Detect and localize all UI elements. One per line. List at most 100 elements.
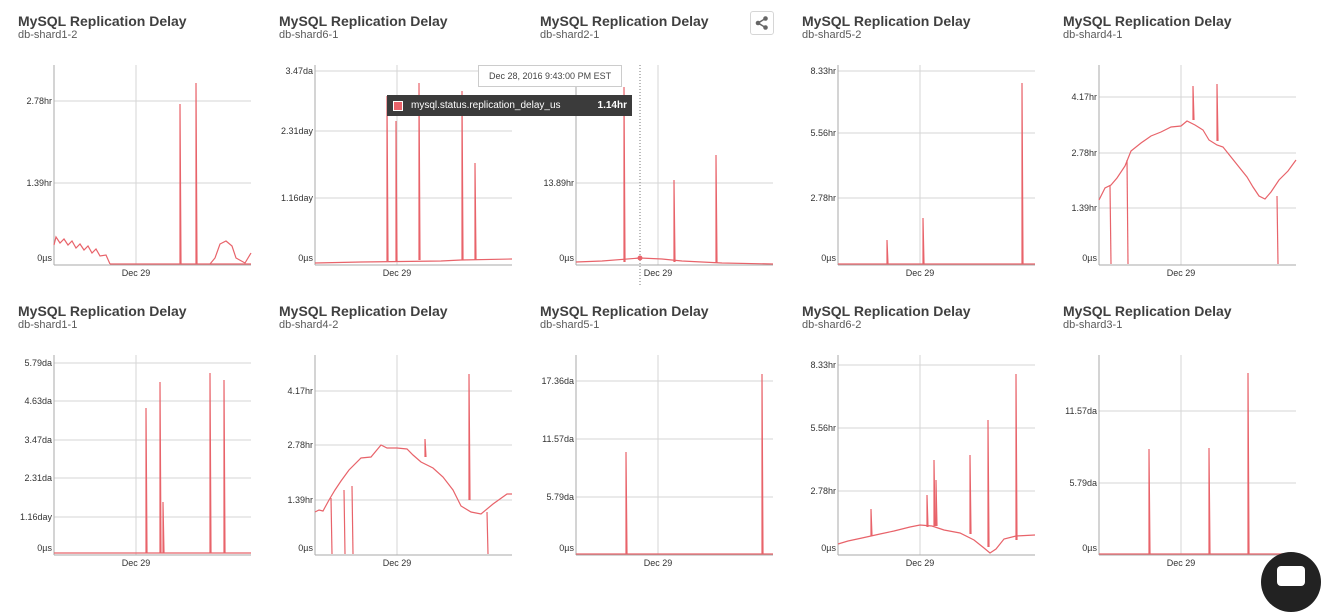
series-swatch [393,101,403,111]
panel-host: db-shard4-1 [1063,29,1123,41]
series-line [969,454,972,535]
panel-title: MySQL Replication Delay [18,303,187,319]
panel-host: db-shard5-1 [540,319,600,331]
series-line [870,508,873,537]
y-tick-label: 2.78hr [26,96,52,106]
chart-plot[interactable]: 8.33hr 5.56hr 2.78hr 0µs Dec 29 [784,0,1045,290]
panel-title: MySQL Replication Delay [279,13,448,29]
panel-title: MySQL Replication Delay [1063,303,1232,319]
chart-panel[interactable]: MySQL Replication Delay db-shard5-1 17.3… [522,290,783,580]
panel-title: MySQL Replication Delay [1063,13,1232,29]
series-line [673,179,676,263]
hover-point [637,255,643,261]
series-line [1126,159,1129,265]
chart-panel[interactable]: MySQL Replication Delay db-shard5-2 8.33… [784,0,1045,290]
series-line [987,419,990,548]
series-line [468,373,471,501]
y-tick-label: 1.39hr [1071,203,1097,213]
series-line [179,103,182,265]
y-tick-label: 5.56hr [810,128,836,138]
series-line [623,86,626,263]
chart-panel[interactable]: MySQL Replication Delay db-shard1-1 5.79… [0,290,261,580]
x-tick-label: Dec 29 [1167,558,1196,568]
series-line [159,381,162,554]
y-tick-label: 1.39hr [26,178,52,188]
panel-host: db-shard3-1 [1063,319,1123,331]
y-tick-label: 0µs [298,543,313,553]
series-line [486,511,489,555]
series-line [351,485,354,555]
x-tick-label: Dec 29 [906,558,935,568]
chart-panel[interactable]: MySQL Replication Delay db-shard6-1 3.47… [261,0,522,290]
chart-plot[interactable]: 3.47da 2.31day 1.16day 0µs Dec 29 [261,0,522,290]
panel-host: db-shard6-1 [279,29,339,41]
x-tick-label: Dec 29 [644,268,673,278]
y-tick-label: 5.56hr [810,423,836,433]
share-button[interactable] [750,11,774,35]
chart-panel[interactable]: MySQL Replication Delay db-shard2-1 13.8… [522,0,783,290]
y-tick-label: 0µs [37,253,52,263]
series-line [330,497,333,555]
y-tick-label: 0µs [559,543,574,553]
chart-panel[interactable]: MySQL Replication Delay db-shard1-2 2.78… [0,0,261,290]
x-tick-label: Dec 29 [122,268,151,278]
y-tick-label: 0µs [559,253,574,263]
panel-title: MySQL Replication Delay [18,13,187,29]
series-line [761,373,764,555]
chart-panel[interactable]: MySQL Replication Delay db-shard4-1 4.17… [1045,0,1306,290]
series-line [837,524,1036,554]
y-tick-label: 2.78hr [810,193,836,203]
series-line [933,459,936,527]
series-line [386,95,389,262]
y-tick-label: 3.47da [24,435,52,445]
x-tick-label: Dec 29 [644,558,673,568]
y-tick-label: 2.31day [281,126,314,136]
series-line [625,451,628,555]
chart-plot[interactable]: 8.33hr 5.56hr 2.78hr 0µs Dec 29 [784,290,1045,580]
y-tick-label: 5.79da [24,358,52,368]
chart-plot[interactable]: 4.17hr 2.78hr 1.39hr 0µs Dec 29 [1045,0,1306,290]
y-tick-label: 4.63da [24,396,52,406]
series-line [314,258,513,264]
chat-icon [1277,566,1305,586]
series-line [1021,82,1024,265]
chart-plot[interactable]: 4.17hr 2.78hr 1.39hr 0µs Dec 29 [261,290,522,580]
y-tick-label: 5.79da [546,492,574,502]
chart-plot[interactable]: 5.79da 4.63da 3.47da 2.31da 1.16day 0µs Dec 29 [0,290,261,580]
panel-title: MySQL Replication Delay [802,13,971,29]
y-tick-label: 17.36da [541,376,574,386]
series-line [1276,195,1279,265]
y-tick-label: 0µs [37,543,52,553]
series-line [209,240,252,265]
chat-launcher-button[interactable] [1261,552,1321,612]
y-tick-label: 4.17hr [1071,92,1097,102]
series-line [343,489,346,555]
series-line [474,162,477,261]
y-tick-label: 0µs [298,253,313,263]
y-tick-label: 0µs [1082,253,1097,263]
y-tick-label: 11.57da [542,434,574,444]
series-line [418,82,421,261]
chart-plot[interactable]: 17.36da 11.57da 5.79da 0µs Dec 29 [522,290,783,580]
series-line [145,407,148,554]
series-line [1192,85,1195,121]
chart-plot[interactable]: 11.57da 5.79da 0µs Dec 29 [1045,290,1306,580]
series-line [922,217,925,265]
series-line [575,257,774,265]
panel-host: db-shard6-2 [802,319,862,331]
panel-title: MySQL Replication Delay [540,303,709,319]
y-tick-label: 2.31da [24,473,52,483]
series-line [195,82,198,265]
x-tick-label: Dec 29 [383,268,412,278]
chart-plot[interactable]: 13.89hr 0µs Dec 29 [522,0,783,290]
chart-plot[interactable]: 2.78hr 1.39hr 0µs Dec 29 [0,0,261,290]
chart-panel[interactable]: MySQL Replication Delay db-shard4-2 4.17… [261,290,522,580]
chart-panel[interactable]: MySQL Replication Delay db-shard6-2 8.33… [784,290,1045,580]
y-tick-label: 1.16day [281,193,314,203]
panel-host: db-shard2-1 [540,29,600,41]
series-line [424,438,427,458]
chart-panel[interactable]: MySQL Replication Delay db-shard3-1 11.5… [1045,290,1306,580]
tooltip-metric: mysql.status.replication_delay_us [411,100,561,111]
tooltip-value: 1.14hr [597,100,627,111]
y-tick-label: 1.39hr [287,495,313,505]
